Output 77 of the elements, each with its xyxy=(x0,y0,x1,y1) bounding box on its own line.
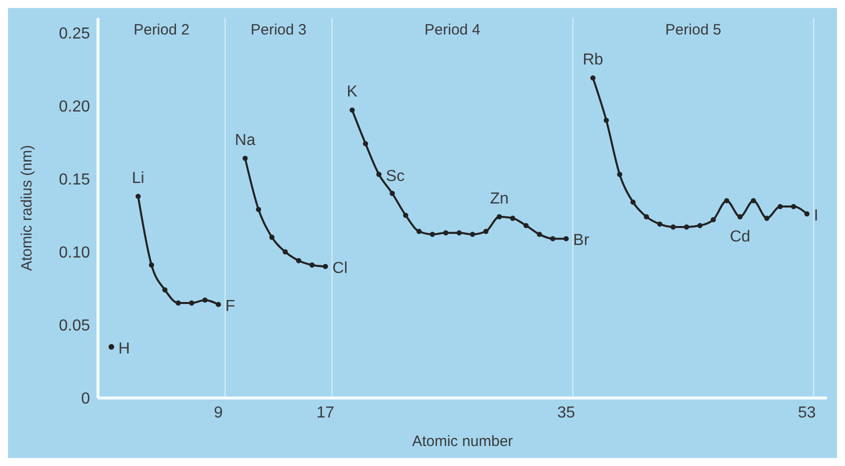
annotation: F xyxy=(225,298,236,315)
point xyxy=(162,287,168,292)
point xyxy=(362,141,368,146)
point xyxy=(148,262,154,268)
point xyxy=(710,217,716,222)
y-tick-label: 0.15 xyxy=(58,171,90,188)
point xyxy=(470,232,476,237)
annotation: Cd xyxy=(730,228,750,246)
x-tick-label: 53 xyxy=(798,404,816,422)
annotation: Cl xyxy=(332,260,348,277)
point xyxy=(750,198,756,204)
point xyxy=(670,224,676,230)
point xyxy=(737,214,743,220)
y-tick-label: 0.25 xyxy=(58,25,90,42)
annotation: Rb xyxy=(582,51,604,68)
y-axis-title: Atomic radius (nm) xyxy=(18,145,36,271)
y-tick-label: 0 xyxy=(81,390,90,408)
point xyxy=(282,249,288,254)
point xyxy=(256,206,262,212)
point xyxy=(443,230,448,236)
annotation: Zn xyxy=(490,190,509,208)
annotation: Period 3 xyxy=(250,22,307,39)
annotation: K xyxy=(346,84,358,101)
x-tick-label: 9 xyxy=(214,404,223,422)
point xyxy=(536,232,542,237)
point xyxy=(456,230,462,236)
point xyxy=(430,232,436,237)
annotation: H xyxy=(118,340,130,358)
point xyxy=(590,75,596,81)
point xyxy=(309,262,315,268)
y-tick-label: 0.20 xyxy=(58,98,90,116)
point xyxy=(604,118,609,123)
point xyxy=(416,228,422,234)
point xyxy=(550,236,556,242)
annotation: Period 2 xyxy=(134,22,190,39)
point xyxy=(630,200,636,205)
point xyxy=(296,258,302,264)
point xyxy=(176,300,181,306)
y-tick-label: 0.10 xyxy=(58,244,90,262)
point xyxy=(778,204,783,210)
point xyxy=(403,212,408,218)
annotation: I xyxy=(814,207,818,224)
x-tick-label: 17 xyxy=(316,404,334,422)
point xyxy=(108,344,114,350)
point xyxy=(790,204,796,210)
point xyxy=(523,222,529,228)
point xyxy=(483,228,489,234)
annotation: Period 4 xyxy=(424,22,480,39)
point xyxy=(322,264,328,270)
point xyxy=(496,214,502,220)
point xyxy=(684,224,690,230)
point xyxy=(764,216,770,221)
point xyxy=(510,216,516,221)
point xyxy=(644,214,650,220)
annotation: Li xyxy=(132,170,144,187)
annotation: Br xyxy=(573,232,590,250)
point xyxy=(617,172,622,177)
point xyxy=(269,234,274,240)
annotation: Na xyxy=(234,132,256,149)
point xyxy=(202,297,208,303)
point xyxy=(376,172,382,177)
point xyxy=(136,194,141,199)
y-tick-label: 0.05 xyxy=(58,318,90,335)
annotation: Period 5 xyxy=(665,22,722,39)
x-tick-label: 35 xyxy=(557,404,576,422)
point xyxy=(390,190,395,196)
point xyxy=(657,221,662,227)
point xyxy=(697,222,703,228)
point xyxy=(350,107,355,113)
point xyxy=(189,300,194,306)
point xyxy=(804,211,810,216)
point xyxy=(242,156,248,161)
x-axis-title: Atomic number xyxy=(412,433,513,450)
point xyxy=(564,236,569,242)
point xyxy=(216,302,221,308)
point xyxy=(724,198,730,204)
annotation: Sc xyxy=(386,168,405,185)
